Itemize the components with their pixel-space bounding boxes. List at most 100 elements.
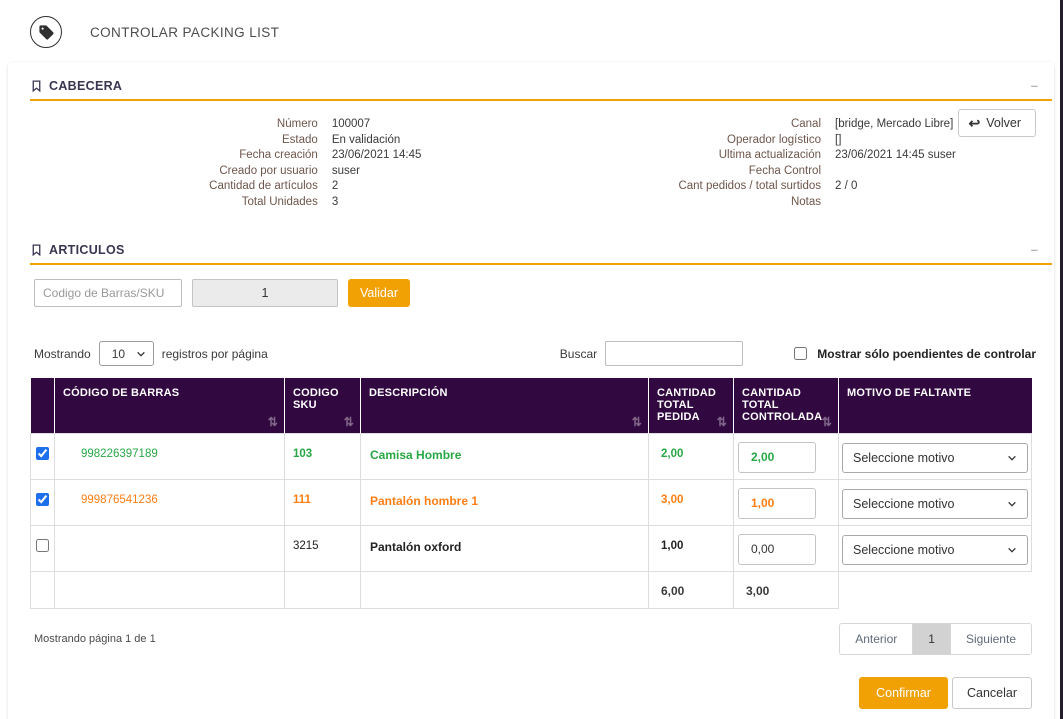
chevron-down-icon xyxy=(1008,455,1016,461)
header-label: CANTIDAD TOTAL CONTROLADA xyxy=(742,387,823,423)
field-value: 2 / 0 xyxy=(835,180,858,192)
controlada-input[interactable] xyxy=(738,441,816,473)
header-label: DESCRIPCIÓN xyxy=(369,387,448,399)
header-cantidad-pedida[interactable]: CANTIDAD TOTAL PEDIDA ⇅ xyxy=(648,378,734,433)
sort-icon[interactable]: ⇅ xyxy=(716,414,727,429)
field-value: [] xyxy=(835,133,842,146)
back-arrow-icon: ↩ xyxy=(968,115,981,131)
search-control: Buscar xyxy=(559,341,744,366)
cell-barcode: 999876541236 xyxy=(54,478,285,526)
row-checkbox[interactable] xyxy=(36,538,49,552)
cell-descripcion: Camisa Hombre xyxy=(360,432,649,480)
field-label: Notas xyxy=(790,195,822,208)
row-checkbox[interactable] xyxy=(36,446,49,460)
cabecera-body: Número 100007 Estado En validación Fecha c… xyxy=(8,101,1054,236)
main-card: CABECERA – Número 100007 Estado En validac… xyxy=(8,62,1054,719)
motivo-value: Seleccione motivo xyxy=(853,496,955,511)
field-value xyxy=(835,164,1054,180)
page-size-value: 10 xyxy=(111,346,126,361)
articulos-collapse-toggle[interactable]: – xyxy=(1030,242,1038,257)
validar-label: Validar xyxy=(360,286,398,300)
page-header: CONTROLAR PACKING LIST xyxy=(0,0,1063,58)
motivo-value: Seleccione motivo xyxy=(853,542,955,557)
header-cantidad-controlada[interactable]: CANTIDAD TOTAL CONTROLADA ⇅ xyxy=(733,378,839,433)
row-checkbox[interactable] xyxy=(36,492,49,506)
cell-sku: 103 xyxy=(284,432,361,480)
cabecera-collapse-toggle[interactable]: – xyxy=(1030,78,1038,93)
siguiente-button[interactable]: Siguiente xyxy=(949,623,1031,654)
page-size-control: Mostrando 10 registros por página xyxy=(34,341,268,366)
pending-filter-label[interactable]: Mostrar sólo poendientes de controlar xyxy=(817,346,1036,361)
confirmar-label: Confirmar xyxy=(876,685,931,700)
field-value: 23/06/2021 14:45 xyxy=(331,149,422,161)
field-label: Fecha Control xyxy=(748,164,822,177)
cell-pedida: 1,00 xyxy=(648,524,734,572)
cell-pedida: 3,00 xyxy=(648,478,734,526)
pending-filter-control: Mostrar sólo poendientes de controlar xyxy=(794,347,1036,361)
cabecera-divider xyxy=(30,99,1052,101)
articulos-section-header: ARTICULOS – xyxy=(30,242,1046,257)
scan-row: Validar xyxy=(34,279,1054,307)
header-label: CÓDIGO DE BARRAS xyxy=(63,387,180,399)
sort-icon[interactable]: ⇅ xyxy=(631,414,642,429)
quantity-input xyxy=(192,279,338,307)
motivo-select[interactable]: Seleccione motivo xyxy=(842,442,1028,473)
header-codigo-barras[interactable]: CÓDIGO DE BARRAS ⇅ xyxy=(54,378,285,433)
sort-icon[interactable]: ⇅ xyxy=(267,414,278,429)
cell-sku: 3215 xyxy=(284,524,361,572)
motivo-select[interactable]: Seleccione motivo xyxy=(842,488,1028,519)
cabecera-right-fields: Canal [bridge, Mercado Libre] Operador lo… xyxy=(491,117,1054,210)
table-row: 999876541236 111 Pantalón hombre 1 3,00 … xyxy=(30,478,1032,526)
page-info: Mostrando página 1 de 1 xyxy=(34,632,156,645)
sort-icon[interactable]: ⇅ xyxy=(343,414,354,429)
field-label: Número xyxy=(276,118,318,130)
header-label: CODIGO SKU xyxy=(293,387,339,411)
table-row: 998226397189 103 Camisa Hombre 2,00 Sele… xyxy=(30,432,1032,480)
confirmar-button[interactable]: Confirmar xyxy=(859,676,948,709)
field-value: 2 xyxy=(331,180,339,192)
form-actions: Confirmar Cancelar xyxy=(8,676,1032,709)
field-label: Estado xyxy=(282,133,318,146)
motivo-value: Seleccione motivo xyxy=(853,450,955,465)
bookmark-icon xyxy=(32,79,41,92)
pagination: Anterior 1 Siguiente xyxy=(839,622,1032,655)
controlada-input[interactable] xyxy=(738,487,816,519)
sort-icon[interactable]: ⇅ xyxy=(821,414,832,429)
table-footer: Mostrando página 1 de 1 Anterior 1 Sigui… xyxy=(34,622,1032,655)
cell-sku: 111 xyxy=(284,478,361,526)
field-label: Creado por usuario xyxy=(219,164,318,177)
validar-button[interactable]: Validar xyxy=(348,279,410,307)
header-codigo-sku[interactable]: CODIGO SKU ⇅ xyxy=(284,378,361,433)
page-size-select[interactable]: 10 xyxy=(98,341,154,366)
anterior-button[interactable]: Anterior xyxy=(840,623,913,654)
page-1-button[interactable]: 1 xyxy=(912,623,950,654)
cancelar-label: Cancelar xyxy=(966,685,1017,700)
volver-button[interactable]: ↩ Volver xyxy=(957,109,1036,137)
field-label: Ultima actualización xyxy=(718,149,822,161)
bookmark-icon xyxy=(32,243,41,256)
pending-filter-checkbox[interactable] xyxy=(794,347,808,360)
field-value: [bridge, Mercado Libre] xyxy=(835,118,954,130)
articles-table: CÓDIGO DE BARRAS ⇅ CODIGO SKU ⇅ DESCRIPCIÓ… xyxy=(30,378,1032,609)
field-value: 3 xyxy=(331,195,339,208)
registros-label: registros por página xyxy=(161,346,268,361)
chevron-down-icon xyxy=(136,351,145,357)
field-value: 100007 xyxy=(331,118,371,130)
buscar-label: Buscar xyxy=(559,346,598,361)
cabecera-title: CABECERA xyxy=(49,78,123,93)
field-value: 23/06/2021 14:45 suser xyxy=(835,149,956,161)
header-label: CANTIDAD TOTAL PEDIDA xyxy=(657,387,717,423)
search-input[interactable] xyxy=(605,341,744,366)
totals-row: 6,00 3,00 xyxy=(30,571,1032,609)
controlada-input[interactable] xyxy=(738,533,816,565)
table-toolbar: Mostrando 10 registros por página Buscar… xyxy=(34,341,1036,366)
field-label: Cantidad de artículos xyxy=(209,180,318,192)
header-descripcion[interactable]: DESCRIPCIÓN ⇅ xyxy=(360,378,649,433)
barcode-input[interactable] xyxy=(34,279,182,307)
motivo-select[interactable]: Seleccione motivo xyxy=(842,534,1028,565)
header-motivo-faltante: MOTIVO DE FALTANTE xyxy=(838,378,1032,433)
cell-descripcion: Pantalón hombre 1 xyxy=(360,478,649,526)
cabecera-section-header: CABECERA – xyxy=(30,78,1046,93)
cancelar-button[interactable]: Cancelar xyxy=(951,676,1032,709)
total-controlada: 3,00 xyxy=(733,571,839,609)
